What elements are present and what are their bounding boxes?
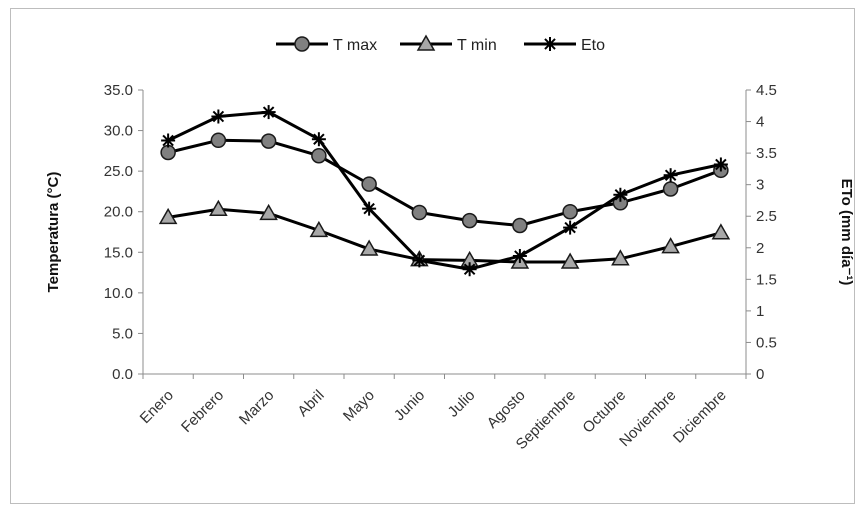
x-tick-label: Agosto: [484, 387, 529, 432]
axes: 0.0 5.0 10.0 15.0 20.0 25.0 30.0 35.0 0 0.5 1 1.5 2 2…: [104, 82, 777, 453]
x-tick-label: Octubre: [579, 387, 629, 437]
series-line: [167, 138, 722, 228]
x-tick-label: Febrero: [178, 387, 227, 436]
data-point: [158, 207, 178, 225]
data-point: [259, 203, 278, 221]
legend-item-eto: Eto: [524, 37, 605, 54]
y-tick-label: 0.0: [112, 366, 133, 383]
star-stroke: [313, 133, 325, 145]
data-point: [359, 239, 379, 256]
y2-tick-label: 1.5: [756, 271, 777, 288]
data-point: [562, 203, 578, 220]
x-tick-label: Mayo: [340, 387, 378, 425]
y2-axis-title: ETo (mm día⁻¹): [838, 179, 855, 286]
data-point: [160, 144, 176, 161]
y2-tick-label: 2: [756, 240, 764, 257]
data-point: [613, 187, 628, 202]
data-point: [210, 132, 227, 149]
star-stroke: [564, 221, 576, 234]
star-stroke: [514, 250, 526, 262]
x-tick-label: Abril: [294, 387, 327, 420]
y-axis-title: Temperatura (°C): [45, 172, 62, 293]
data-point: [311, 147, 327, 164]
y2-tick-label: 4: [756, 114, 764, 131]
legend-label: T min: [457, 37, 497, 54]
x-tick-label: Junio: [391, 387, 428, 424]
series-t-max: [160, 132, 729, 234]
series-t-min: [158, 199, 731, 269]
star-stroke: [715, 158, 727, 171]
data-point: [711, 223, 731, 240]
star-stroke: [262, 106, 275, 118]
legend-item-t-min: T min: [400, 34, 497, 54]
series-line: [167, 110, 722, 271]
star-stroke: [544, 38, 556, 50]
x-tick-label: Enero: [137, 387, 177, 427]
data-point: [512, 217, 528, 234]
y-tick-label: 35.0: [104, 82, 133, 99]
data-point: [309, 220, 329, 238]
y-tick-label: 20.0: [104, 204, 133, 221]
y-tick-label: 30.0: [104, 123, 133, 140]
data-point: [663, 168, 678, 183]
series-eto: [161, 105, 728, 277]
data-point: [294, 36, 310, 52]
data-point: [412, 253, 427, 268]
data-point: [461, 212, 478, 229]
y2-tick-label: 1: [756, 303, 764, 320]
star-stroke: [463, 263, 476, 275]
data-point: [462, 262, 477, 277]
data-point: [560, 252, 580, 269]
data-point: [311, 132, 326, 147]
data-point: [361, 176, 377, 192]
data-point: [512, 248, 527, 263]
y2-tick-label: 2.5: [756, 208, 777, 225]
data-point: [611, 249, 630, 266]
data-point: [662, 181, 679, 197]
data-point: [211, 109, 226, 124]
y-tick-label: 10.0: [104, 285, 133, 302]
x-tick-label: Marzo: [236, 387, 277, 428]
star-stroke: [363, 202, 375, 215]
data-point: [260, 133, 277, 149]
legend-label: Eto: [581, 37, 605, 54]
y2-tick-label: 4.5: [756, 82, 777, 99]
y2-tick-label: 0.5: [756, 334, 777, 351]
chart-frame: [10, 8, 855, 504]
data-point: [209, 199, 228, 217]
data-point: [563, 220, 578, 235]
data-point: [661, 237, 680, 254]
data-point: [362, 201, 377, 216]
y-tick-label: 5.0: [112, 325, 133, 342]
data-point: [411, 204, 428, 221]
data-point: [416, 34, 436, 51]
star-stroke: [664, 169, 677, 181]
x-tick-label: Julio: [445, 387, 479, 421]
y2-tick-label: 3: [756, 177, 764, 194]
data-point: [713, 157, 728, 172]
star-stroke: [162, 134, 174, 147]
y2-tick-label: 3.5: [756, 145, 777, 162]
data-point: [261, 105, 276, 120]
y2-tick-label: 0: [756, 366, 764, 383]
star-stroke: [614, 189, 627, 201]
legend: T max T min Eto: [276, 34, 605, 54]
x-tick-label: Diciembre: [670, 387, 730, 447]
star-stroke: [413, 254, 426, 267]
data-point: [161, 133, 176, 148]
legend-item-t-max: T max: [276, 36, 377, 54]
y-tick-label: 25.0: [104, 163, 133, 180]
legend-label: T max: [333, 37, 377, 54]
data-point: [543, 37, 557, 51]
series-line: [167, 207, 722, 264]
star-stroke: [212, 110, 225, 123]
y-tick-label: 15.0: [104, 244, 133, 261]
plot-area: [158, 105, 731, 277]
